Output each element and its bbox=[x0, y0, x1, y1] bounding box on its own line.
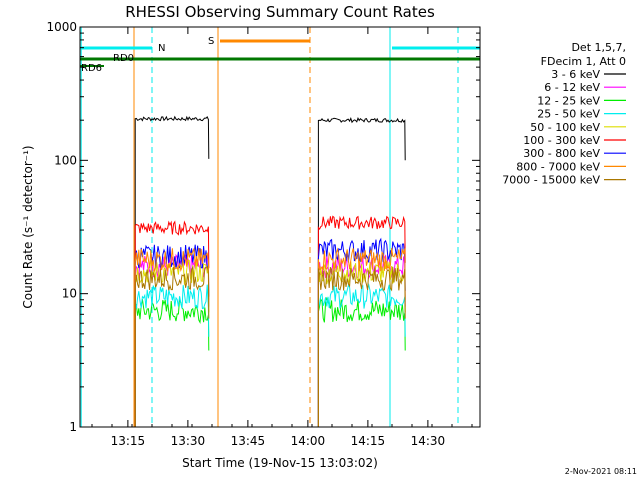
flag-bars: N S RD0 RD6 bbox=[80, 36, 480, 74]
series-line-1-interval-1 bbox=[134, 115, 210, 427]
y-axis-label: Count Rate (s⁻¹ detector⁻¹) bbox=[21, 145, 35, 308]
series-line-8-interval-2 bbox=[317, 247, 406, 427]
legend-label-6: 100 - 300 keV bbox=[523, 134, 600, 147]
flag-label-rd6: RD6 bbox=[81, 63, 102, 74]
x-tick-label-5: 14:15 bbox=[351, 434, 386, 448]
series-line-1-interval-2 bbox=[317, 116, 406, 427]
legend-label-1: 3 - 6 keV bbox=[551, 68, 600, 81]
y-tick-label-4: 1000 bbox=[46, 20, 77, 34]
series-line-9-interval-1 bbox=[134, 265, 210, 427]
legend-label-5: 50 - 100 keV bbox=[530, 121, 600, 134]
legend-label-7: 300 - 800 keV bbox=[523, 147, 600, 160]
series-line-7-interval-1 bbox=[134, 244, 210, 427]
flag-label-s: S bbox=[208, 36, 214, 47]
x-tick-label-6: 14:30 bbox=[411, 434, 446, 448]
series-line-6-interval-2 bbox=[317, 215, 406, 427]
legend-header-1: Det 1,5,7, bbox=[571, 41, 626, 54]
x-tick-label-1: 13:15 bbox=[111, 434, 146, 448]
legend-header-2: FDecim 1, Att 0 bbox=[541, 55, 626, 68]
y-tick-label-1: 1 bbox=[69, 420, 77, 434]
legend-label-2: 6 - 12 keV bbox=[544, 81, 600, 94]
x-tick-label-4: 14:00 bbox=[291, 434, 326, 448]
y-tick-label-2: 10 bbox=[62, 287, 77, 301]
flag-label-rd0: RD0 bbox=[113, 53, 134, 64]
x-tick-label-3: 13:45 bbox=[231, 434, 266, 448]
series-line-4-interval-1 bbox=[134, 284, 210, 427]
x-axis-label: Start Time (19-Nov-15 13:03:02) bbox=[182, 456, 378, 470]
series-line-5-interval-1 bbox=[134, 259, 210, 427]
chart-title: RHESSI Observing Summary Count Rates bbox=[125, 3, 435, 21]
series-line-6-interval-1 bbox=[134, 220, 210, 427]
y-tick-label-3: 100 bbox=[54, 153, 77, 167]
axis-ticks: 13:15 13:30 13:45 14:00 14:15 14:30 1 10 100 1000 bbox=[46, 20, 480, 448]
plot-frame bbox=[79, 26, 481, 428]
series-line-3-interval-2 bbox=[317, 296, 406, 427]
series-line-3-interval-1 bbox=[134, 298, 210, 427]
legend-label-8: 800 - 7000 keV bbox=[516, 160, 600, 173]
legend-label-3: 12 - 25 keV bbox=[537, 94, 600, 107]
x-tick-label-2: 13:30 bbox=[171, 434, 206, 448]
series-line-9-interval-2 bbox=[317, 266, 406, 427]
footer-timestamp: 2-Nov-2021 08:11 bbox=[565, 467, 637, 476]
legend-label-4: 25 - 50 keV bbox=[537, 108, 600, 121]
flag-label-n: N bbox=[158, 43, 165, 54]
series-lines bbox=[134, 115, 406, 427]
series-line-8-interval-1 bbox=[134, 247, 210, 427]
legend-label-9: 7000 - 15000 keV bbox=[502, 174, 600, 187]
